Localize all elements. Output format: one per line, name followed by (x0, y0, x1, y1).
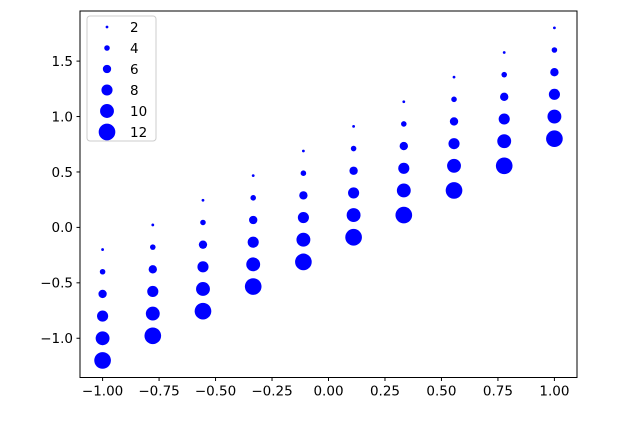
data-point (398, 162, 410, 174)
data-point (500, 92, 509, 101)
data-point (95, 331, 110, 346)
data-point (201, 198, 205, 202)
y-axis-layer: −1.0 −0.5 0.0 0.5 1.0 1.5 (40, 54, 80, 347)
data-point (548, 88, 560, 100)
x-tick-label: −0.25 (251, 384, 292, 400)
data-point (295, 253, 312, 271)
data-point (551, 47, 558, 53)
legend-label: 4 (130, 41, 139, 57)
data-point (502, 51, 506, 54)
data-point (150, 244, 156, 250)
data-point (396, 183, 411, 198)
x-tick-label: 1.00 (539, 384, 569, 400)
data-point (151, 223, 155, 227)
legend-marker (100, 104, 114, 118)
data-point (546, 130, 563, 148)
data-point (251, 174, 255, 178)
data-point (197, 261, 209, 273)
legend-layer: 2 4 6 8 10 12 (86, 15, 157, 142)
legend-marker (102, 64, 112, 74)
data-point (198, 240, 208, 249)
legend-marker (98, 123, 116, 141)
legend-label: 10 (130, 104, 147, 120)
legend-label: 12 (130, 125, 147, 141)
x-tick-label: −1.00 (82, 384, 123, 400)
data-point (196, 282, 210, 296)
data-point (452, 75, 456, 79)
x-tick-label: 0.25 (370, 384, 400, 400)
x-tick-label: 0.50 (426, 384, 456, 400)
data-point (101, 248, 104, 251)
data-point (249, 215, 258, 225)
data-point (297, 211, 309, 224)
legend-box (86, 15, 157, 142)
data-point (445, 182, 463, 199)
data-points-layer (94, 26, 563, 369)
x-tick-label: −0.50 (195, 384, 236, 400)
data-point (345, 228, 362, 246)
x-tick-label: −0.75 (138, 384, 179, 400)
x-tick-label: 0.75 (483, 384, 513, 400)
legend-marker (104, 45, 110, 51)
data-point (244, 278, 262, 295)
y-tick-label: 0.0 (52, 220, 73, 236)
data-point (350, 145, 357, 152)
data-point (547, 109, 562, 124)
data-point (200, 219, 206, 226)
data-point (348, 187, 360, 199)
data-point (299, 191, 308, 200)
data-point (395, 206, 413, 224)
data-point (194, 302, 212, 320)
data-point (550, 68, 559, 77)
data-point (497, 134, 512, 149)
data-point (498, 113, 510, 125)
legend-label: 2 (130, 20, 139, 36)
data-point (300, 170, 307, 176)
data-point (399, 141, 408, 151)
y-tick-label: 1.5 (52, 54, 73, 70)
data-point (147, 285, 159, 298)
data-point (296, 232, 311, 247)
legend-label: 6 (130, 62, 139, 78)
data-point (346, 208, 361, 223)
legend-marker (105, 25, 109, 29)
data-point (98, 289, 107, 299)
data-point (250, 195, 256, 201)
y-tick-label: −0.5 (40, 276, 73, 292)
data-point (246, 257, 261, 272)
data-point (495, 157, 513, 175)
data-point (449, 117, 459, 126)
data-point (352, 125, 355, 128)
data-point (349, 166, 358, 175)
data-point (97, 310, 109, 322)
data-point (145, 306, 160, 321)
data-point (302, 149, 305, 153)
y-tick-label: −1.0 (40, 331, 73, 347)
data-point (99, 268, 106, 275)
data-point (148, 265, 157, 274)
data-point (553, 26, 556, 30)
data-point (447, 158, 461, 173)
data-point (448, 138, 460, 150)
data-point (402, 100, 406, 104)
data-point (94, 352, 111, 369)
data-point (501, 71, 507, 78)
x-axis-layer: −1.00 −0.75 −0.50 −0.25 0.00 0.25 0.50 0.75 1.00 (82, 377, 569, 400)
data-point (144, 327, 162, 345)
data-point (401, 121, 407, 127)
y-tick-label: 1.0 (52, 109, 73, 125)
legend-label: 8 (130, 83, 139, 99)
data-point (247, 236, 259, 248)
data-point (451, 96, 457, 103)
x-tick-label: 0.00 (313, 384, 343, 400)
y-tick-label: 0.5 (52, 165, 73, 181)
legend-marker (101, 84, 113, 96)
